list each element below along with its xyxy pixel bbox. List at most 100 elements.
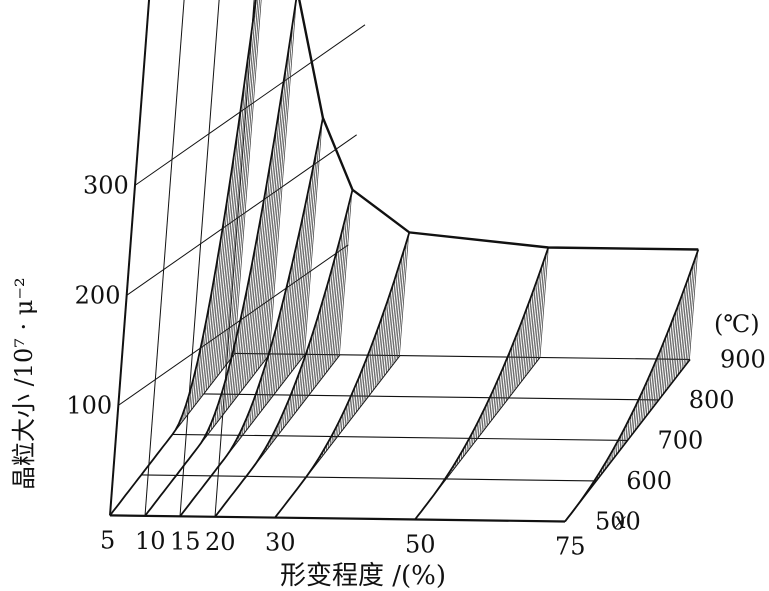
- hatch-line: [647, 371, 652, 414]
- hatch-line: [251, 400, 254, 424]
- floor-temp-line: [141, 474, 597, 482]
- hatch-line: [290, 214, 304, 373]
- hatch-line: [670, 310, 677, 385]
- hatch-line: [240, 273, 251, 392]
- hatch-line: [249, 405, 252, 426]
- hatch-line: [634, 402, 638, 431]
- hatch-line: [492, 384, 497, 419]
- hatch-line: [318, 290, 327, 383]
- slice-curve: [109, 0, 257, 516]
- hatch-line: [515, 324, 521, 390]
- hatch-line: [489, 393, 492, 424]
- hatch-line: [376, 316, 383, 386]
- hatch-line: [337, 202, 350, 359]
- hatch-line: [234, 0, 262, 355]
- hatch-line: [391, 263, 400, 367]
- hatch-line: [490, 389, 494, 421]
- hatch-line: [496, 375, 501, 414]
- hatch-line: [280, 414, 283, 431]
- hatch-line: [287, 238, 299, 378]
- hatch-line: [296, 177, 312, 365]
- hatch-line: [242, 259, 254, 389]
- hatch-line: [372, 328, 379, 391]
- hatch-line: [361, 362, 366, 406]
- hatch-line: [659, 342, 665, 400]
- hatch-line: [509, 340, 515, 397]
- wall-vertical-line: [179, 0, 220, 517]
- hatch-line: [281, 271, 291, 385]
- hatch-line: [474, 426, 476, 443]
- hatch-line: [298, 164, 315, 363]
- hatch-line: [487, 397, 490, 426]
- hatch-line: [200, 318, 208, 398]
- hatch-line: [535, 260, 545, 363]
- hatch-line: [617, 438, 620, 453]
- x-axis-title: 形变程度 /(%): [280, 561, 446, 591]
- hatch-line: [312, 313, 320, 390]
- hatch-line: [380, 303, 387, 381]
- hatch-line: [237, 299, 246, 397]
- slice-curve: [274, 232, 411, 519]
- hatch-line: [309, 327, 315, 395]
- z-tick-label: 300: [83, 171, 129, 199]
- hatch-line: [227, 355, 233, 409]
- hatch-line: [292, 384, 296, 417]
- hatch-line: [255, 388, 259, 419]
- hatch-line: [539, 247, 549, 358]
- hatch-line: [264, 352, 270, 407]
- hatch-line: [272, 319, 279, 397]
- hatch-line: [522, 302, 530, 380]
- x-tick-label: 75: [555, 532, 586, 560]
- hatch-line: [395, 249, 405, 362]
- hatch-line: [537, 253, 547, 360]
- hatch-line: [385, 284, 394, 374]
- hatch-line: [283, 260, 294, 382]
- hatch-line: [505, 350, 511, 402]
- slice-curve: [144, 0, 298, 517]
- axis-labels: (℃) x 形变程度 /(%) 晶粒大小 /10⁷ · μ⁻² 5 10 15 20 3…: [10, 171, 766, 591]
- hatch-line: [297, 366, 302, 410]
- hatch-line: [357, 372, 362, 410]
- hatch-line: [266, 345, 272, 404]
- hatch-line: [365, 351, 370, 401]
- hatch-line: [209, 235, 222, 386]
- hatch-line: [472, 430, 474, 445]
- hatch-line: [286, 399, 290, 424]
- hatch-line: [513, 330, 519, 392]
- x-tick-label: 50: [405, 530, 436, 558]
- hatch-line: [196, 344, 202, 403]
- slice-curve: [179, 117, 324, 517]
- hatch-line: [344, 405, 347, 427]
- floor-temp-line: [172, 433, 628, 442]
- x-axis-line: [109, 514, 566, 523]
- wall-vertical-line: [144, 0, 185, 516]
- hatch-line: [268, 336, 274, 402]
- hatch-line: [645, 376, 650, 417]
- hatch-line: [494, 380, 499, 416]
- hatch-line: [267, 21, 294, 358]
- temp-axis-line: [564, 358, 691, 522]
- hatch-line: [301, 354, 306, 405]
- hatch-line: [651, 361, 656, 409]
- hatch-line: [254, 162, 271, 375]
- hatch-line: [369, 340, 374, 396]
- hatch-line: [397, 242, 407, 359]
- hatch-line: [220, 389, 224, 418]
- hatch-line: [232, 0, 260, 357]
- hatch-line: [198, 331, 205, 401]
- hatch-line: [262, 360, 268, 409]
- x-tick-label: 10: [135, 527, 166, 555]
- x-tick-label: 15: [170, 527, 201, 555]
- hatch-line: [215, 174, 232, 379]
- hatch-line: [304, 122, 323, 356]
- hatch-line: [644, 380, 648, 419]
- hatch-line: [282, 409, 285, 429]
- hatch-line: [619, 434, 622, 451]
- slice-curve: [414, 247, 550, 521]
- temp-tick-label: 500: [595, 507, 641, 535]
- hatch-line: [389, 270, 398, 369]
- hatch-line: [295, 372, 300, 412]
- hatch-line: [625, 423, 628, 443]
- hatch-line: [260, 367, 265, 412]
- hatch-line: [277, 291, 286, 390]
